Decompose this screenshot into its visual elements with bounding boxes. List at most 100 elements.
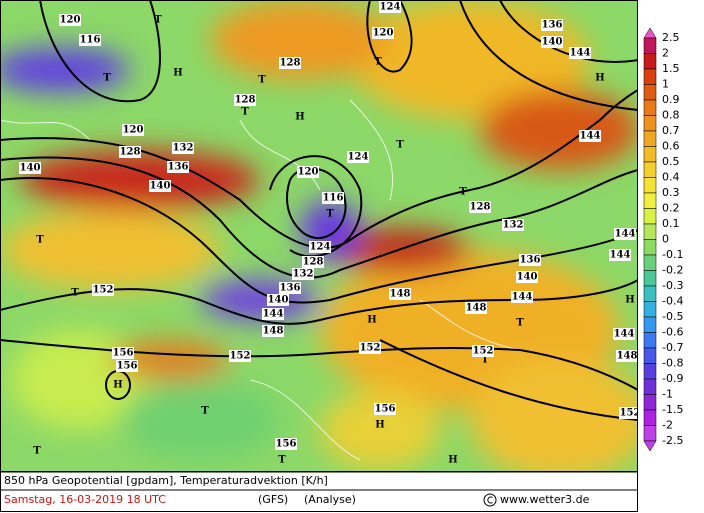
pressure-center: T — [278, 455, 286, 466]
contour — [499, 0, 638, 63]
colorbar-label: 0.2 — [662, 202, 680, 215]
contour-label: 136 — [168, 162, 189, 173]
pressure-center: T — [201, 406, 209, 417]
contour-label-box — [609, 249, 631, 261]
pressure-center: H — [295, 112, 304, 123]
contour-label-box — [149, 180, 171, 192]
contour-label-box — [616, 350, 638, 362]
contour-label-box — [267, 294, 289, 306]
contour-label: 152 — [620, 408, 641, 419]
colorbar-swatch — [643, 208, 657, 225]
colorbar-label: -0.9 — [662, 372, 683, 385]
colorbar-swatch — [643, 177, 657, 194]
contour-label: 156 — [375, 404, 396, 415]
contour-label-box — [262, 325, 284, 337]
contour-label-box — [619, 407, 638, 419]
colorbar-swatch — [643, 68, 657, 85]
colorbar-label: -1.5 — [662, 403, 683, 416]
contour-label: 144 — [615, 229, 636, 240]
colorbar-label: -0.8 — [662, 357, 683, 370]
contour-label-box — [613, 328, 635, 340]
contour-label: 132 — [293, 269, 314, 280]
contour-label-box — [234, 94, 256, 106]
contour-label-box — [379, 1, 401, 13]
contour-label-box — [472, 345, 494, 357]
contour-label: 152 — [93, 285, 114, 296]
contour-label-box — [119, 146, 141, 158]
contour-label-box — [275, 438, 297, 450]
contour-label: 116 — [80, 35, 101, 46]
contour — [459, 0, 638, 111]
contour — [0, 279, 638, 325]
contour-label: 116 — [323, 193, 344, 204]
contour-label: 144 — [610, 250, 631, 261]
colorbar-swatch — [643, 161, 657, 178]
contour-label: 156 — [113, 348, 134, 359]
colorbar-swatch — [643, 285, 657, 302]
contour-label: 136 — [542, 20, 563, 31]
contour-label-box — [541, 19, 563, 31]
colorbar-swatch — [643, 254, 657, 271]
contour — [39, 0, 161, 103]
pressure-center: T — [71, 288, 79, 299]
colorbar-label: 0.4 — [662, 171, 680, 184]
pressure-center: T — [396, 140, 404, 151]
contour-label-box — [229, 350, 251, 362]
contour-label-box — [122, 124, 144, 136]
colorbar-swatch — [643, 409, 657, 426]
colorbar-swatch — [643, 37, 657, 54]
colorbar-swatch — [643, 394, 657, 411]
pressure-center: T — [326, 209, 334, 220]
colorbar-swatch — [643, 363, 657, 380]
contour-label-box — [614, 228, 636, 240]
colorbar-swatch — [643, 84, 657, 101]
contour — [0, 156, 638, 279]
contour-label-box — [359, 342, 381, 354]
pressure-center: H — [173, 68, 182, 79]
contour-label-box — [262, 308, 284, 320]
contour-label: 156 — [117, 361, 138, 372]
colorbar-label: 0.3 — [662, 186, 680, 199]
contour-label: 152 — [473, 346, 494, 357]
contour-label: 140 — [542, 37, 563, 48]
contour-label: 152 — [230, 351, 251, 362]
footer-date: Samstag, 16-03-2019 18 UTC — [4, 493, 166, 506]
colorbar-label: -0.3 — [662, 279, 683, 292]
pressure-center: T — [258, 75, 266, 86]
colorbar-label: 0 — [662, 233, 669, 246]
contour-label: 140 — [268, 295, 289, 306]
pressure-center: H — [113, 380, 122, 391]
contour-label-box — [116, 360, 138, 372]
contour-label-box — [292, 268, 314, 280]
colorbar-swatch — [643, 53, 657, 70]
pressure-center: H — [448, 455, 457, 466]
contour-label: 148 — [466, 303, 487, 314]
colorbar-label: -0.1 — [662, 248, 683, 261]
colorbar-label: 0.5 — [662, 155, 680, 168]
contour-label-box — [569, 47, 591, 59]
contour-label: 148 — [617, 351, 638, 362]
contour-label: 144 — [512, 292, 533, 303]
pressure-center: H — [625, 295, 634, 306]
contour-label: 128 — [470, 202, 491, 213]
contour-label-box — [279, 57, 301, 69]
contour-label-box — [541, 36, 563, 48]
contour-label: 144 — [614, 329, 635, 340]
coastline — [0, 99, 521, 461]
colorbar-label: -2 — [662, 419, 673, 432]
contour-label: 144 — [263, 309, 284, 320]
contour-label: 124 — [380, 2, 401, 13]
contour-label: 120 — [123, 125, 144, 136]
pressure-center: H — [367, 315, 376, 326]
contour-label: 124 — [310, 242, 331, 253]
footer-title: 850 hPa Geopotential [gpdam], Temperatur… — [4, 474, 328, 487]
contour-label-box — [516, 271, 538, 283]
contour-label: 120 — [373, 28, 394, 39]
contour-label-box — [374, 403, 396, 415]
contour-label: 140 — [20, 163, 41, 174]
contour-label: 124 — [348, 152, 369, 163]
colorbar-label: -0.2 — [662, 264, 683, 277]
contour-label-box — [19, 162, 41, 174]
contour-label-box — [59, 14, 81, 26]
